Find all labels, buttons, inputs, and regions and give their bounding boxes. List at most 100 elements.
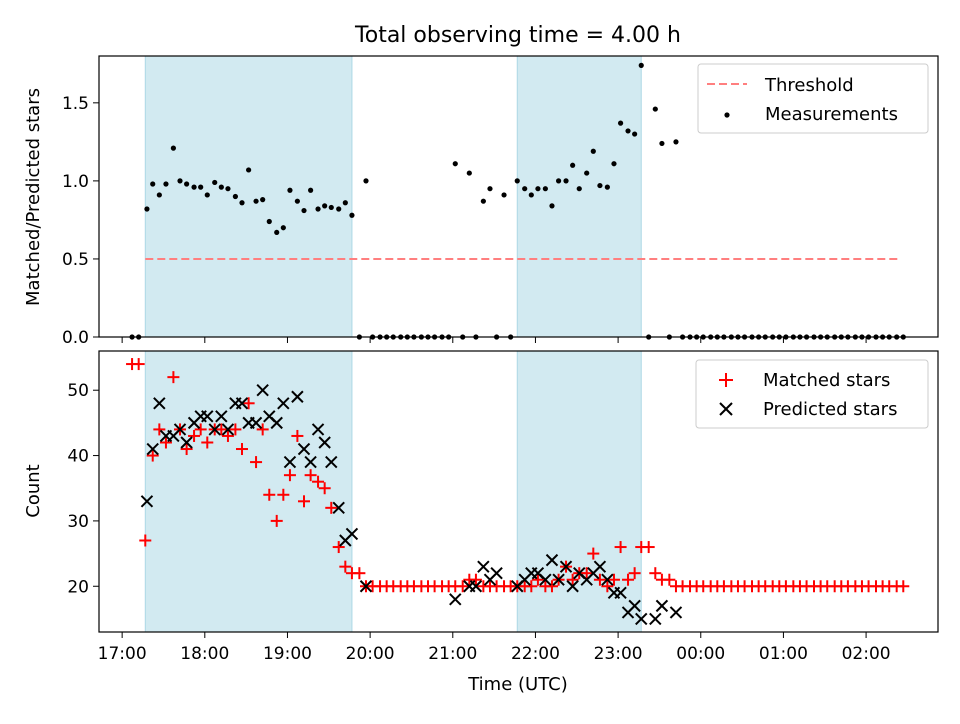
count-legend-box <box>695 359 929 429</box>
predicted-point-b <box>649 612 662 626</box>
predicted-point-b <box>140 495 154 508</box>
predicted-point <box>201 410 214 423</box>
predicted-point-b <box>297 442 311 456</box>
matched-point <box>339 560 352 573</box>
measurement-point <box>294 198 300 204</box>
predicted-point <box>140 495 154 508</box>
predicted-point-b <box>531 566 545 580</box>
observing-window-band <box>144 350 353 633</box>
chart-xlabel: Time (UTC) <box>467 674 568 695</box>
measurement-point <box>191 184 197 190</box>
predicted-point-b <box>359 580 373 593</box>
count-panel-frame <box>98 350 939 633</box>
matched-point <box>614 541 627 554</box>
measurement-point <box>617 120 624 126</box>
count-legend: Matched stars Predicted stars <box>695 359 929 429</box>
predicted-point-b <box>311 423 325 436</box>
measurement-point <box>487 186 493 192</box>
predicted-point <box>628 599 641 613</box>
predicted-point-b <box>318 436 331 449</box>
measurement-point <box>246 167 252 173</box>
x-tick-label: 20:00 <box>346 644 395 664</box>
predicted-point <box>304 455 317 469</box>
legend-threshold-label: Threshold <box>764 75 854 96</box>
predicted-point-b <box>304 455 317 469</box>
predicted-point-b <box>545 553 559 567</box>
measurement-point <box>342 200 348 206</box>
x-tick-label: 21:00 <box>428 644 477 664</box>
predicted-point-b <box>277 397 290 410</box>
predicted-point <box>449 593 462 606</box>
predicted-legend-swatch <box>719 402 733 416</box>
x-tick-label: 23:00 <box>594 644 643 664</box>
measurement-point <box>501 192 507 198</box>
predicted-point <box>208 423 221 436</box>
measurement-point <box>280 225 286 231</box>
matched-point <box>531 573 544 586</box>
predicted-point-b <box>566 580 579 593</box>
measurement-point <box>177 178 183 184</box>
predicted-point-b <box>614 586 627 599</box>
predicted-point <box>359 580 373 593</box>
predicted-point-b <box>345 527 359 541</box>
predicted-point <box>559 560 573 573</box>
predicted-point <box>601 573 614 586</box>
matched-point <box>897 580 910 593</box>
predicted-point-b <box>635 612 648 626</box>
y-tick-label: 1.0 <box>62 172 89 192</box>
matched-point <box>159 436 172 449</box>
matched-point <box>139 534 152 547</box>
predicted-point <box>256 384 269 397</box>
y-tick-label: 30 <box>67 512 89 532</box>
x-tick-label: 02:00 <box>842 644 891 664</box>
ratio-legend-box <box>697 63 929 134</box>
predicted-point <box>283 455 297 469</box>
predicted-point-b <box>490 566 503 580</box>
measurement-point <box>184 181 190 187</box>
matched-point <box>663 573 676 586</box>
predicted-point-b <box>221 423 235 436</box>
x-tick-label: 22:00 <box>511 644 560 664</box>
matched-point <box>545 580 558 593</box>
predicted-point-b <box>153 397 166 410</box>
predicted-point-b <box>449 593 462 606</box>
predicted-point-b <box>146 442 159 456</box>
x-tick-label: 19:00 <box>263 644 312 664</box>
matched-point <box>291 429 304 442</box>
matched-point <box>250 456 263 469</box>
predicted-point <box>655 599 669 613</box>
predicted-point <box>291 390 304 403</box>
measurement-point <box>673 139 679 145</box>
measurement-point <box>315 206 321 212</box>
measurement-point <box>652 106 658 112</box>
legend-matched-label: Matched stars <box>763 370 890 391</box>
matched-point <box>201 436 214 449</box>
x-tick-label: 17:00 <box>98 644 147 664</box>
matched-point <box>332 541 345 554</box>
predicted-point-b <box>173 423 187 436</box>
predicted-point <box>593 560 607 573</box>
matched-point <box>194 423 207 436</box>
y-tick-label: 20 <box>67 577 89 597</box>
count-panel: 20 30 40 50 17:00 18:00 19:00 20:00 21:00 22:00 23… <box>23 350 939 664</box>
measurement-point <box>563 178 569 184</box>
measurement-point <box>638 62 644 68</box>
predicted-point <box>153 397 166 410</box>
measurement-point <box>570 162 576 168</box>
predicted-point-b <box>559 560 573 573</box>
observing-window-band <box>144 55 353 338</box>
predicted-point-b <box>180 436 193 449</box>
measurement-point <box>604 184 610 190</box>
measurement-point <box>632 131 638 137</box>
measurement-point <box>198 184 204 190</box>
measurement-point <box>480 198 486 204</box>
predicted-point-b <box>573 566 586 580</box>
matched-point <box>180 443 193 456</box>
predicted-point-b <box>235 397 249 410</box>
measurement-point <box>253 198 259 204</box>
matched-point <box>580 567 593 580</box>
matched-point <box>215 423 228 436</box>
measurement-point <box>590 148 596 154</box>
measurement-point <box>349 212 355 218</box>
